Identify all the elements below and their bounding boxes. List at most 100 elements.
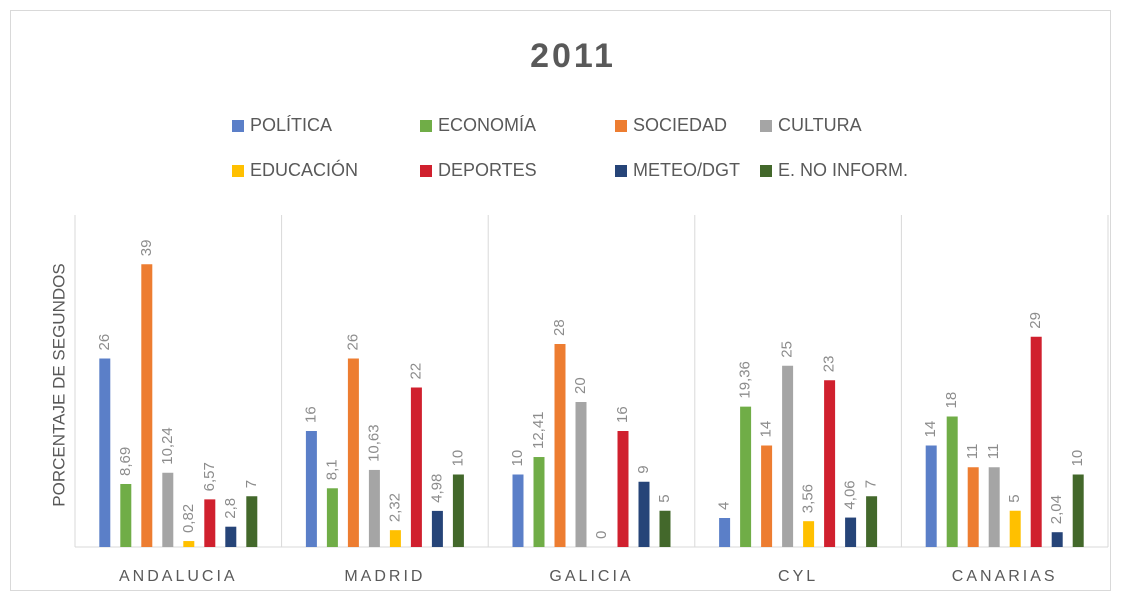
legend-swatch [232,165,244,177]
data-label: 23 [821,356,838,373]
data-label: 20 [572,377,589,394]
data-label: 8,69 [117,447,134,476]
data-label: 10,24 [159,427,176,465]
data-label: 11 [985,444,1002,460]
x-tick-label: MADRID [344,568,425,585]
data-label: 12,41 [530,411,547,449]
bar [659,510,671,547]
data-label: 4,98 [428,474,445,503]
data-label: 2,32 [386,493,403,522]
bar [1051,532,1063,547]
bar [638,481,650,547]
data-label: 14 [758,421,775,438]
bar [1009,510,1021,547]
legend-label: CULTURA [778,115,862,135]
data-label: 5 [656,494,673,502]
data-label: 10 [509,450,526,467]
chart-title: 2011 [530,37,616,75]
legend-label: DEPORTES [438,160,537,180]
bar [410,387,422,547]
y-axis-label: PORCENTAJE DE SEGUNDOS [49,263,68,506]
bar [347,358,359,547]
legend-swatch [760,120,772,132]
data-label: 10,63 [365,424,382,462]
bar [368,469,380,547]
data-label: 9 [635,465,652,473]
bar [452,474,464,547]
data-label: 5 [1006,494,1023,502]
data-label: 4 [716,502,733,510]
data-label: 16 [302,406,319,423]
data-label: 10 [1069,450,1086,467]
data-label: 3,56 [800,484,817,513]
data-label: 11 [964,444,981,460]
data-label: 0,82 [180,504,197,533]
bar [305,431,317,547]
x-tick-label: CANARIAS [952,568,1058,585]
bar [803,521,815,547]
bar [946,416,958,547]
x-tick-label: CYL [778,568,818,585]
bar [120,483,132,547]
legend-label: SOCIEDAD [633,115,727,135]
bar [162,472,174,547]
data-label: 10 [449,450,466,467]
legend-swatch [615,120,627,132]
bar [204,499,216,547]
data-label: 4,06 [842,480,859,509]
bar [99,358,111,547]
data-label: 0 [593,531,610,539]
data-label: 22 [407,363,424,380]
bar [141,264,153,547]
legend-label: POLÍTICA [250,115,332,135]
bar [1072,474,1084,547]
legend-swatch [232,120,244,132]
legend-swatch [615,165,627,177]
bar [326,488,338,547]
bar [782,365,794,547]
data-label: 16 [614,406,631,423]
bar [183,541,195,547]
bar [617,431,629,547]
legend-swatch [760,165,772,177]
bar [225,526,237,547]
legend-swatch [420,120,432,132]
bar [719,518,731,547]
data-label: 7 [863,480,880,488]
bar [925,445,937,547]
x-tick-label: GALICIA [549,568,633,585]
legend-label: EDUCACIÓN [250,159,358,180]
bar [512,474,524,547]
data-label: 14 [922,421,939,438]
bar [575,402,587,547]
bar [866,496,878,547]
data-label: 6,57 [201,462,218,491]
data-label: 39 [138,240,155,257]
data-label: 2,04 [1048,495,1065,524]
data-label: 18 [943,392,960,409]
bar [389,530,401,547]
data-label: 19,36 [737,361,754,399]
bar [533,457,545,547]
bar [554,344,566,547]
data-label: 26 [96,334,113,351]
x-tick-label: ANDALUCIA [119,568,238,585]
bar [246,496,258,547]
data-label: 7 [243,480,260,488]
data-label: 28 [551,319,568,336]
legend-label: METEO/DGT [633,160,740,180]
bar [740,406,752,547]
bar [845,517,857,547]
bar [761,445,773,547]
legend-label: ECONOMÍA [438,115,536,135]
data-label: 29 [1027,312,1044,329]
data-label: 25 [779,341,796,358]
bar [824,380,836,547]
data-label: 26 [344,334,361,351]
bar [431,510,443,547]
data-label: 2,8 [222,498,239,519]
bar [1030,336,1042,547]
bar [988,467,1000,547]
data-label: 8,1 [323,459,340,480]
